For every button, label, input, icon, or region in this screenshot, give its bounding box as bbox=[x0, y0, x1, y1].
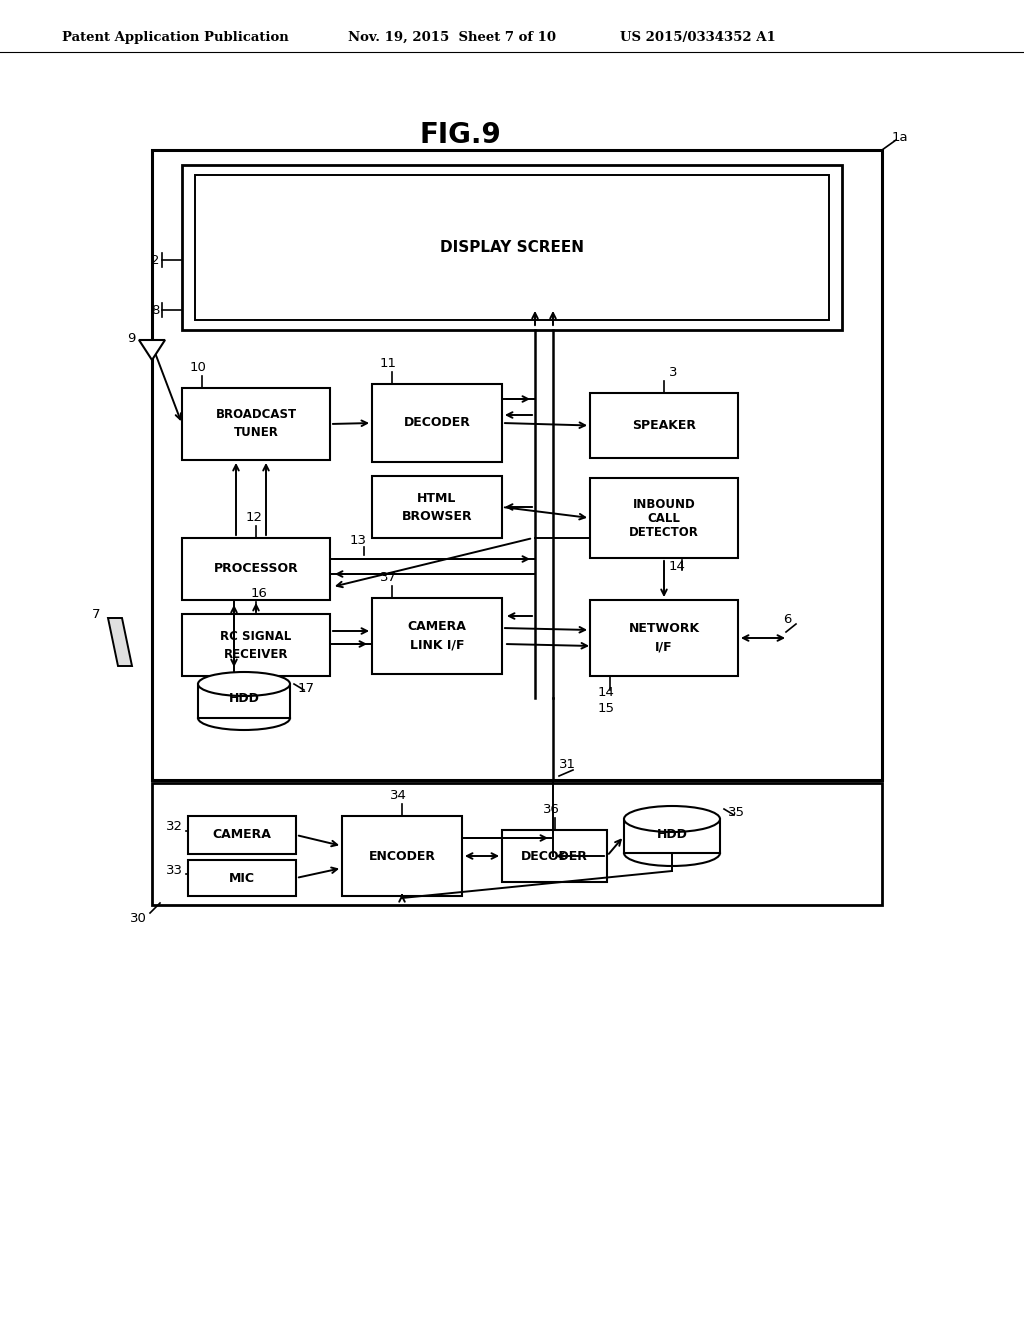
FancyBboxPatch shape bbox=[152, 150, 882, 780]
Text: CAMERA: CAMERA bbox=[408, 620, 467, 634]
FancyBboxPatch shape bbox=[590, 478, 738, 558]
Text: 15: 15 bbox=[598, 701, 615, 714]
Text: 37: 37 bbox=[380, 572, 397, 583]
Text: 35: 35 bbox=[728, 807, 745, 820]
Text: LINK I/F: LINK I/F bbox=[410, 639, 464, 652]
Text: 34: 34 bbox=[390, 789, 407, 803]
Polygon shape bbox=[139, 341, 165, 360]
FancyBboxPatch shape bbox=[188, 816, 296, 854]
Text: RC SIGNAL: RC SIGNAL bbox=[220, 630, 292, 643]
Text: FIG.9: FIG.9 bbox=[419, 121, 501, 149]
Text: 9: 9 bbox=[128, 331, 136, 345]
Text: 17: 17 bbox=[298, 681, 315, 694]
Text: 14: 14 bbox=[669, 560, 686, 573]
FancyBboxPatch shape bbox=[182, 165, 842, 330]
Text: RECEIVER: RECEIVER bbox=[224, 648, 288, 660]
FancyBboxPatch shape bbox=[342, 816, 462, 896]
Text: NETWORK: NETWORK bbox=[629, 623, 699, 635]
Text: BROWSER: BROWSER bbox=[401, 510, 472, 523]
Polygon shape bbox=[108, 618, 132, 667]
Text: SPEAKER: SPEAKER bbox=[632, 418, 696, 432]
Text: BROADCAST: BROADCAST bbox=[215, 408, 297, 421]
Text: 13: 13 bbox=[350, 535, 367, 546]
Text: 8: 8 bbox=[152, 304, 160, 317]
Text: HTML: HTML bbox=[418, 491, 457, 504]
Text: 6: 6 bbox=[783, 612, 792, 626]
Text: HDD: HDD bbox=[656, 828, 687, 841]
Text: 36: 36 bbox=[543, 803, 559, 816]
FancyBboxPatch shape bbox=[590, 601, 738, 676]
Text: 14: 14 bbox=[598, 685, 614, 698]
Text: TUNER: TUNER bbox=[233, 426, 279, 440]
FancyBboxPatch shape bbox=[195, 176, 829, 319]
Text: DETECTOR: DETECTOR bbox=[629, 525, 699, 539]
Text: 12: 12 bbox=[246, 511, 263, 524]
Text: DECODER: DECODER bbox=[403, 417, 470, 429]
FancyBboxPatch shape bbox=[372, 477, 502, 539]
Text: 32: 32 bbox=[166, 821, 183, 833]
Text: 30: 30 bbox=[130, 912, 147, 925]
FancyBboxPatch shape bbox=[502, 830, 607, 882]
Text: CALL: CALL bbox=[647, 511, 680, 524]
Text: CAMERA: CAMERA bbox=[213, 829, 271, 842]
Text: INBOUND: INBOUND bbox=[633, 498, 695, 511]
Text: HDD: HDD bbox=[228, 693, 259, 705]
Text: 11: 11 bbox=[380, 356, 397, 370]
FancyBboxPatch shape bbox=[372, 598, 502, 675]
Text: Patent Application Publication: Patent Application Publication bbox=[62, 30, 289, 44]
FancyBboxPatch shape bbox=[182, 539, 330, 601]
Text: DISPLAY SCREEN: DISPLAY SCREEN bbox=[440, 240, 584, 256]
FancyBboxPatch shape bbox=[152, 783, 882, 906]
Text: I/F: I/F bbox=[655, 640, 673, 653]
Text: 1a: 1a bbox=[892, 131, 908, 144]
Ellipse shape bbox=[624, 807, 720, 832]
Text: 16: 16 bbox=[251, 587, 268, 601]
FancyBboxPatch shape bbox=[372, 384, 502, 462]
Ellipse shape bbox=[198, 672, 290, 696]
Text: ENCODER: ENCODER bbox=[369, 850, 435, 862]
Text: US 2015/0334352 A1: US 2015/0334352 A1 bbox=[620, 30, 776, 44]
Text: 31: 31 bbox=[559, 758, 575, 771]
FancyBboxPatch shape bbox=[590, 393, 738, 458]
Text: 33: 33 bbox=[166, 863, 183, 876]
FancyBboxPatch shape bbox=[188, 861, 296, 896]
Text: MIC: MIC bbox=[229, 871, 255, 884]
FancyBboxPatch shape bbox=[182, 614, 330, 676]
Text: PROCESSOR: PROCESSOR bbox=[214, 562, 298, 576]
Text: 7: 7 bbox=[92, 607, 100, 620]
FancyBboxPatch shape bbox=[182, 388, 330, 459]
Text: DECODER: DECODER bbox=[521, 850, 588, 862]
Text: 3: 3 bbox=[669, 366, 678, 379]
Text: Nov. 19, 2015  Sheet 7 of 10: Nov. 19, 2015 Sheet 7 of 10 bbox=[348, 30, 556, 44]
Text: 2: 2 bbox=[152, 253, 160, 267]
Text: 10: 10 bbox=[190, 360, 207, 374]
